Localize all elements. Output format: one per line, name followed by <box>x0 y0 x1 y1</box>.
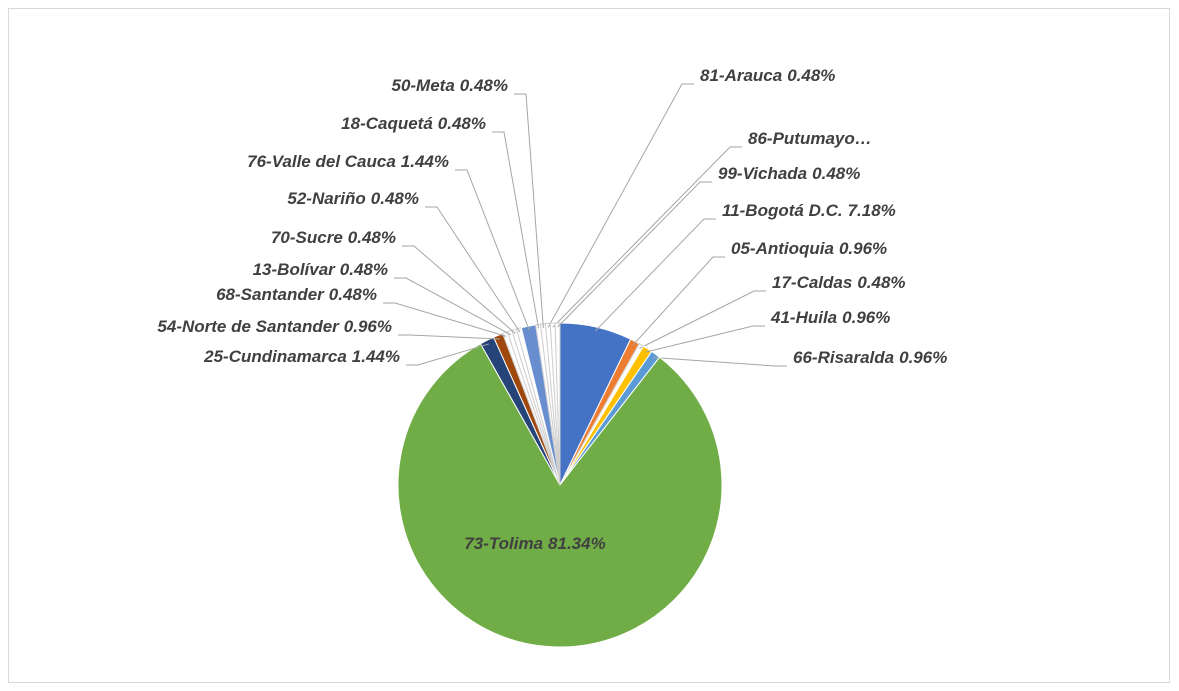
value-label: 0.48% <box>371 189 419 208</box>
value-label: 0.48% <box>438 114 486 133</box>
category-label: 99-Vichada <box>718 164 807 183</box>
leader-line <box>594 218 716 332</box>
leader-line <box>552 146 742 328</box>
leader-line <box>383 302 507 337</box>
category-label: 81-Arauca <box>700 66 782 85</box>
category-label: 41-Huila <box>770 308 837 327</box>
data-label: 73-Tolima 81.34% <box>464 534 605 553</box>
category-label: 05-Antioquia <box>731 239 834 258</box>
category-label: 17-Caldas <box>772 273 852 292</box>
value-label: 0.48% <box>348 228 396 247</box>
pie-slice <box>554 322 561 486</box>
data-label: 81-Arauca 0.48% <box>700 66 835 85</box>
leader-line <box>455 169 530 331</box>
category-label: 52-Nariño <box>287 189 365 208</box>
value-label: 0.96% <box>344 317 392 336</box>
value-label: 1.44% <box>401 152 449 171</box>
category-label: 25-Cundinamarca <box>203 347 347 366</box>
data-label: 52-Nariño 0.48% <box>287 189 419 208</box>
value-label: 0.48% <box>787 66 835 85</box>
value-label: 81.34% <box>548 534 606 553</box>
data-label: 54-Norte de Santander 0.96% <box>157 317 392 336</box>
value-label: 0.96% <box>842 308 890 327</box>
data-label: 18-Caquetá 0.48% <box>341 114 486 133</box>
leader-line <box>514 93 544 328</box>
value-label: 0.96% <box>839 239 887 258</box>
leader-line <box>394 277 512 336</box>
leader-line <box>645 325 765 353</box>
category-label: 73-Tolima <box>464 534 543 553</box>
category-label: 11-Bogotá D.C. <box>722 201 843 220</box>
data-label: 41-Huila 0.96% <box>770 308 890 327</box>
value-label: 7.18% <box>848 201 896 220</box>
category-label: 54-Norte de Santander <box>157 317 340 336</box>
leader-line <box>425 206 521 333</box>
leader-line <box>632 256 725 346</box>
data-label: 76-Valle del Cauca 1.44% <box>247 152 449 171</box>
value-label: 0.48% <box>812 164 860 183</box>
data-label: 13-Bolívar 0.48% <box>253 260 388 279</box>
data-label: 70-Sucre 0.48% <box>271 228 396 247</box>
data-label: 50-Meta 0.48% <box>391 76 508 95</box>
data-label: 86-Putumayo… <box>748 129 872 148</box>
category-label: 18-Caquetá <box>341 114 433 133</box>
data-label: 66-Risaralda 0.96% <box>793 348 947 367</box>
category-label: 70-Sucre <box>271 228 343 247</box>
data-label: 05-Antioquia 0.96% <box>731 239 887 258</box>
leader-line <box>406 343 489 366</box>
data-label: 68-Santander 0.48% <box>216 285 377 304</box>
category-label: 50-Meta <box>391 76 454 95</box>
leader-line <box>639 290 766 349</box>
category-label: 13-Bolívar <box>253 260 337 279</box>
value-label: 0.96% <box>899 348 947 367</box>
pie-slice <box>397 343 723 648</box>
category-label: 86-Putumayo… <box>748 129 872 148</box>
data-label: 11-Bogotá D.C. 7.18% <box>722 201 896 220</box>
value-label: 0.48% <box>340 260 388 279</box>
leader-line <box>653 357 787 367</box>
data-label: 99-Vichada 0.48% <box>718 164 860 183</box>
value-label: 0.48% <box>857 273 905 292</box>
leader-line <box>492 131 540 329</box>
data-label: 25-Cundinamarca 1.44% <box>203 347 400 366</box>
value-label: 0.48% <box>460 76 508 95</box>
leader-line <box>547 83 694 328</box>
category-label: 68-Santander <box>216 285 325 304</box>
category-label: 76-Valle del Cauca <box>247 152 396 171</box>
leader-line <box>398 334 500 340</box>
category-label: 66-Risaralda <box>793 348 894 367</box>
leader-line <box>557 181 712 328</box>
value-label: 1.44% <box>352 347 400 366</box>
data-label: 17-Caldas 0.48% <box>772 273 906 292</box>
value-label: 0.48% <box>329 285 377 304</box>
leader-line <box>402 245 516 334</box>
